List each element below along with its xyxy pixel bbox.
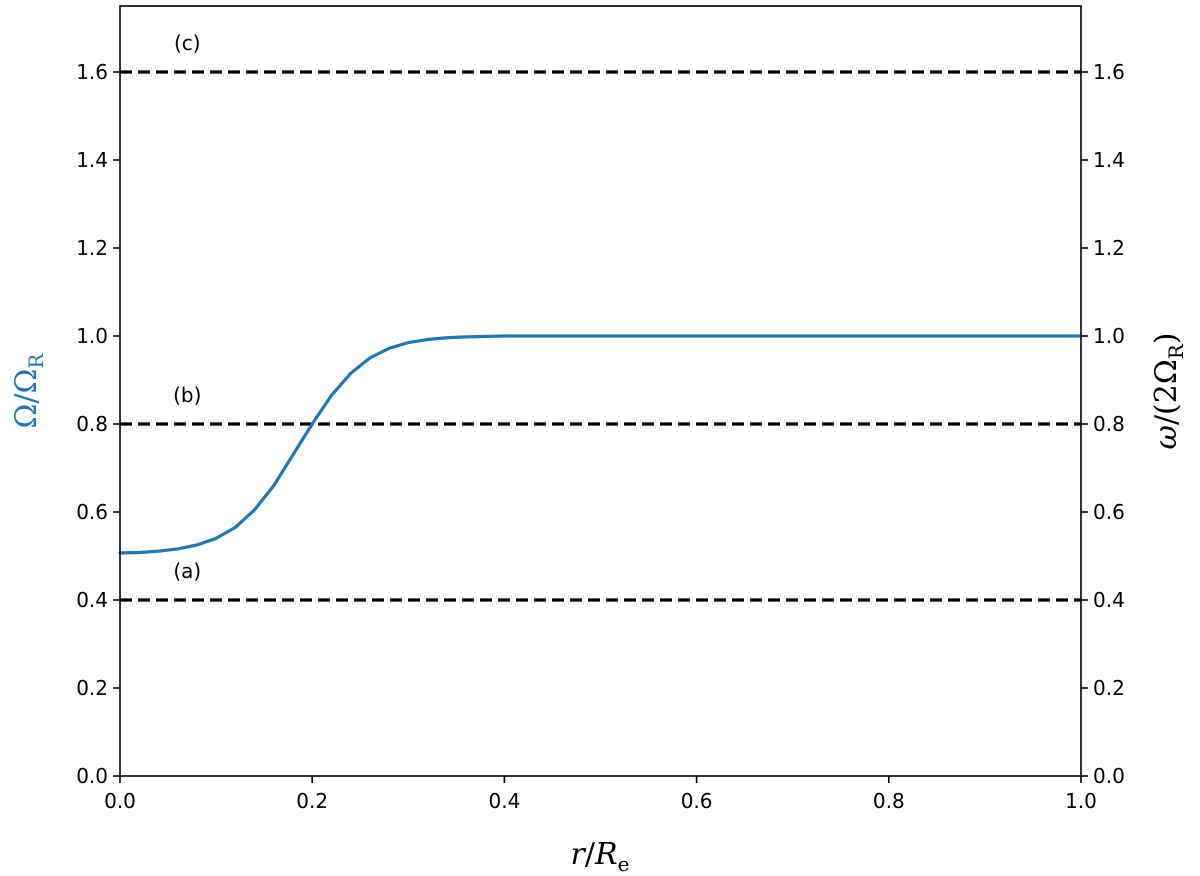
- annotation-2: (b): [173, 383, 201, 407]
- x-tick-label: 0.4: [488, 789, 520, 813]
- y-axis-label-left: Ω/ΩR: [9, 353, 48, 429]
- y-tick-label-left: 0.0: [76, 764, 108, 788]
- y-tick-label-left: 0.2: [76, 676, 108, 700]
- y-tick-label-right: 1.4: [1093, 148, 1125, 172]
- x-tick-label: 0.2: [296, 789, 328, 813]
- y-axis-label-right: ω/(2ΩR): [1149, 332, 1188, 449]
- y-tick-label-left: 0.4: [76, 588, 108, 612]
- y-tick-label-right: 0.4: [1093, 588, 1125, 612]
- plot-frame: [119, 5, 1082, 777]
- y-tick-label-left: 1.6: [76, 60, 108, 84]
- x-axis-label: r/Re: [571, 837, 630, 876]
- y-tick-label-right: 0.6: [1093, 500, 1125, 524]
- y-tick-label-left: 1.2: [76, 236, 108, 260]
- y-tick-label-right: 1.2: [1093, 236, 1125, 260]
- x-tick-label: 0.6: [681, 789, 713, 813]
- x-tick-label: 0.8: [873, 789, 905, 813]
- x-tick-label: 1.0: [1065, 789, 1097, 813]
- y-tick-label-right: 1.0: [1093, 324, 1125, 348]
- x-tick-label: 0.0: [104, 789, 136, 813]
- y-tick-label-right: 0.8: [1093, 412, 1125, 436]
- series-layer: [118, 334, 1083, 555]
- y-tick-label-right: 0.0: [1093, 764, 1125, 788]
- annotation-1: (a): [173, 559, 201, 583]
- y-tick-label-left: 1.0: [76, 324, 108, 348]
- y-tick-label-left: 1.4: [76, 148, 108, 172]
- y-tick-label-right: 0.2: [1093, 676, 1125, 700]
- reference-lines: [120, 70, 1081, 602]
- ticks-layer: 0.0 0.2 0.4 0.6 0.8 1.00.00.20.40.60.81.01.21…: [76, 60, 1125, 813]
- y-tick-label-left: 0.6: [76, 500, 108, 524]
- annotations: (a) (b) (c): [173, 31, 201, 583]
- annotation-3: (c): [174, 31, 201, 55]
- y-tick-label-right: 1.6: [1093, 60, 1125, 84]
- series-line-1: [118, 334, 1083, 555]
- y-tick-label-left: 0.8: [76, 412, 108, 436]
